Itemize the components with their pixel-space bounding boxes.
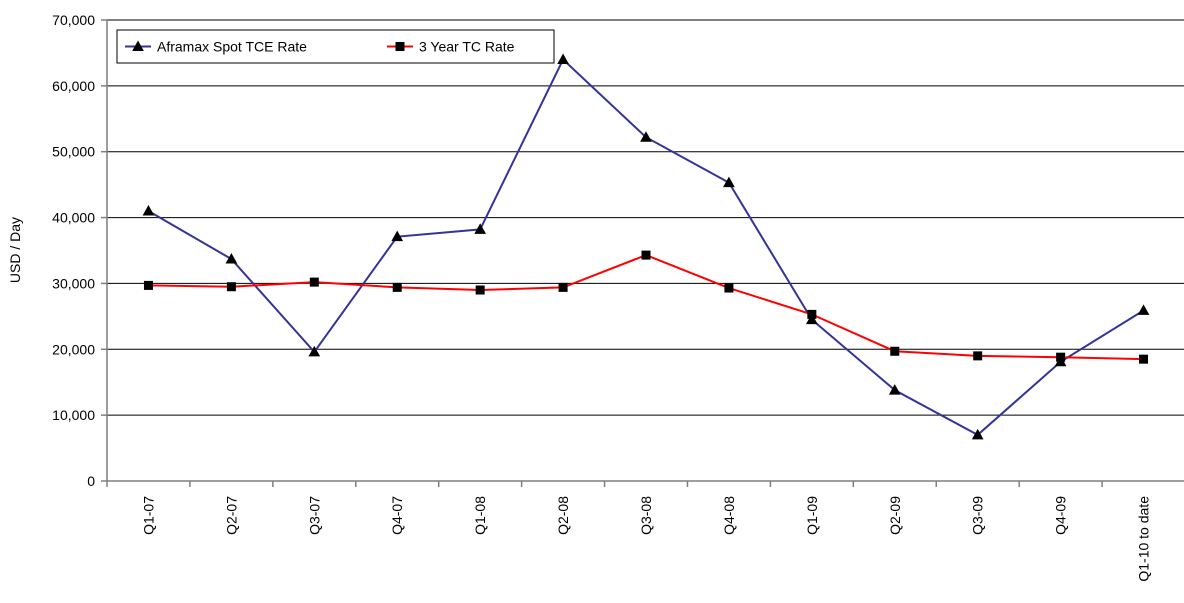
series-3-year-tc-rate [143, 250, 1149, 364]
legend-label: Aframax Spot TCE Rate [157, 39, 307, 55]
series-aframax-spot-tce-rate [142, 53, 1150, 440]
data-point [392, 282, 402, 292]
data-point [143, 280, 153, 290]
y-tick-label: 50,000 [52, 144, 95, 160]
series-layer [142, 53, 1150, 440]
legend-box [116, 29, 555, 64]
data-point [142, 204, 155, 216]
y-tick-label: 60,000 [52, 78, 95, 94]
x-axis: Q1-07 Q2-07 Q3-07 Q4-07 Q1-08 Q2-08 Q3-08 Q4-08… [106, 480, 1184, 582]
data-point [888, 384, 901, 395]
x-tick-label: Q2-08 [555, 496, 571, 535]
data-point [558, 282, 568, 292]
data-point [1137, 304, 1150, 315]
data-point [805, 313, 818, 325]
data-point [807, 309, 817, 319]
data-point [640, 131, 652, 142]
data-point [1056, 352, 1066, 362]
x-tick-label: Q2-07 [223, 496, 239, 535]
x-tick-label: Q2-09 [887, 496, 903, 535]
y-tick-label: 0 [87, 473, 95, 489]
x-tick-label: Q1-07 [140, 496, 156, 535]
data-point [225, 253, 238, 264]
data-point [724, 283, 734, 293]
x-tick-label: Q1-09 [804, 496, 820, 535]
legend: Aframax Spot TCE Rate 3 Year TC Rate [116, 29, 555, 64]
legend-item: Aframax Spot TCE Rate [125, 39, 307, 55]
data-point [309, 277, 319, 287]
data-point [395, 42, 405, 51]
data-point [391, 230, 404, 242]
data-point [132, 40, 144, 51]
x-tick-label: Q1-08 [472, 496, 488, 535]
data-point [557, 53, 569, 65]
data-point [226, 282, 236, 292]
x-tick-label: Q3-09 [970, 496, 986, 535]
y-tick-label: 40,000 [52, 210, 95, 226]
data-point [474, 223, 487, 234]
data-point [971, 428, 984, 440]
y-tick-label: 10,000 [52, 407, 95, 423]
data-point [973, 351, 983, 361]
x-tick-label: Q3-07 [306, 496, 322, 535]
data-point [308, 345, 321, 357]
data-point [1139, 354, 1149, 364]
y-tick-label: 70,000 [52, 12, 95, 28]
legend-item: 3 Year TC Rate [387, 39, 515, 55]
y-tick-label: 30,000 [52, 275, 95, 291]
x-tick-label: Q4-09 [1053, 496, 1069, 535]
y-axis-title: USD / Day [7, 217, 23, 283]
series-line [147, 57, 1145, 437]
legend-label: 3 Year TC Rate [419, 39, 515, 55]
y-tick-label: 20,000 [52, 341, 95, 357]
series-line [148, 254, 1144, 361]
data-point [641, 250, 651, 260]
data-point [723, 176, 735, 188]
data-point [890, 346, 900, 356]
x-tick-label: Q3-08 [638, 496, 654, 535]
x-tick-label: Q4-08 [721, 496, 737, 535]
x-tick-label: Q1-10 to date [1136, 496, 1152, 582]
y-axis: 0 10,000 20,000 30,000 40,000 50,000 60,000 70,… [52, 12, 108, 489]
data-point [475, 285, 485, 295]
x-tick-label: Q4-07 [389, 496, 405, 535]
